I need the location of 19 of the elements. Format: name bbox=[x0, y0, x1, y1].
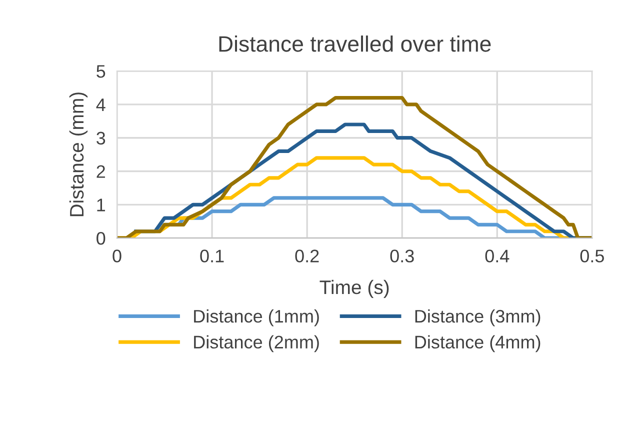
x-tick-label: 0 bbox=[112, 250, 122, 262]
legend-label: Distance (1mm) bbox=[194, 309, 319, 326]
x-tick-label: 0.3 bbox=[390, 250, 414, 262]
x-tick-label: 0.4 bbox=[485, 250, 510, 262]
chart-title: Distance travelled over time bbox=[219, 36, 491, 52]
x-tick-label: 0.5 bbox=[580, 250, 604, 262]
y-tick-label: 3 bbox=[96, 132, 106, 145]
y-tick-label: 2 bbox=[96, 165, 105, 178]
x-tick-label: 0.2 bbox=[295, 250, 319, 262]
x-axis-title: Time (s) bbox=[320, 280, 389, 298]
y-axis-title: Distance (mm) bbox=[69, 92, 88, 216]
y-tick-label: 5 bbox=[96, 65, 106, 78]
y-tick-label: 4 bbox=[96, 98, 106, 112]
y-tick-label: 0 bbox=[96, 232, 106, 245]
x-tick-label: 0.1 bbox=[200, 250, 224, 262]
y-tick-label: 1 bbox=[97, 198, 106, 212]
legend-label: Distance (3mm) bbox=[415, 309, 540, 326]
legend-label: Distance (2mm) bbox=[194, 335, 319, 352]
legend-label: Distance (4mm) bbox=[415, 335, 540, 352]
